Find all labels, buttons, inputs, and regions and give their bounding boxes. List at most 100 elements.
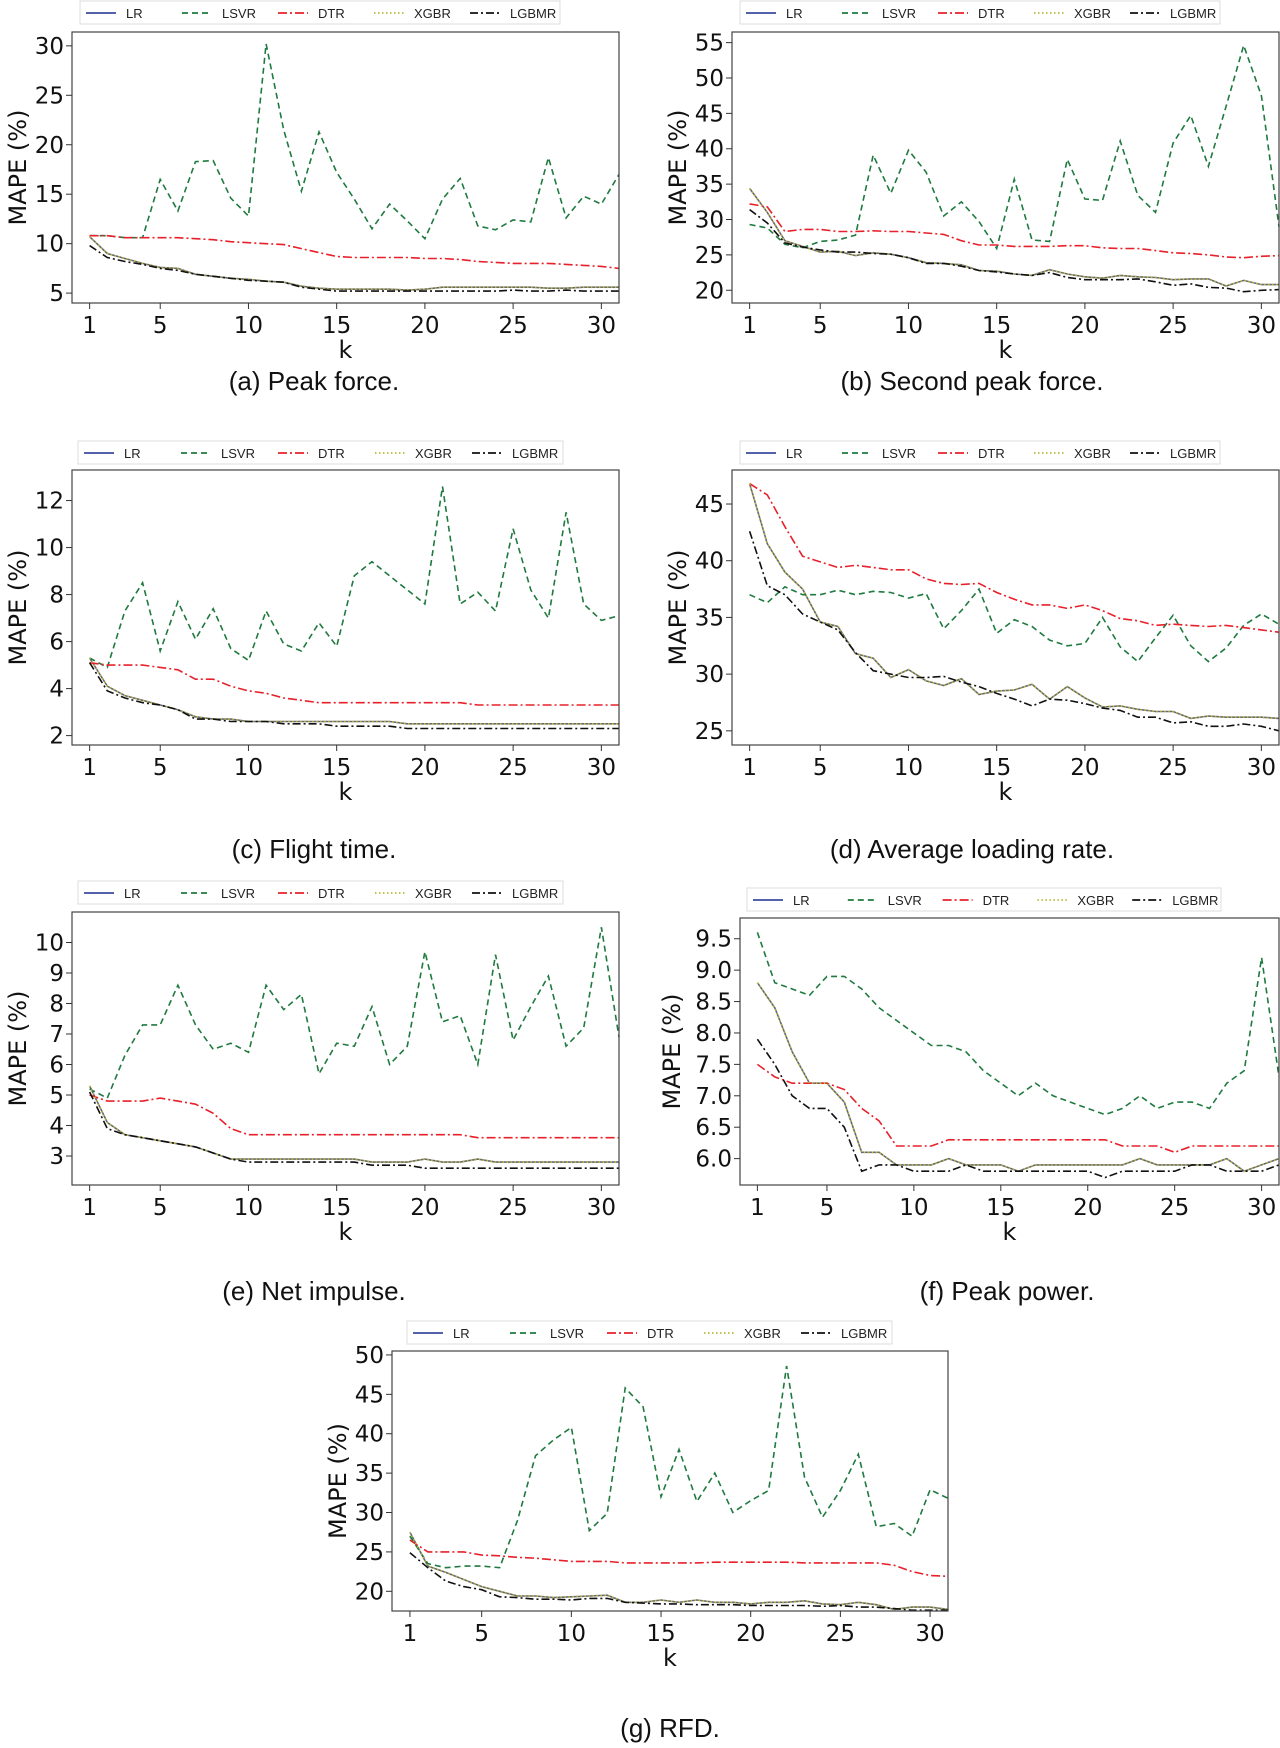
series-line-lsvr	[89, 927, 620, 1100]
legend-label-lsvr: LSVR	[882, 446, 916, 461]
legend-label-lsvr: LSVR	[888, 893, 922, 908]
y-tick-label: 30	[695, 662, 724, 688]
y-tick-label: 2	[49, 724, 64, 750]
y-tick-label: 9	[49, 961, 64, 987]
series-line-xgbr	[748, 187, 1279, 287]
legend-label-lr: LR	[793, 893, 810, 908]
x-tick-label: 30	[915, 1621, 944, 1647]
x-tick-label: 30	[587, 1195, 616, 1221]
legend-box	[77, 440, 564, 465]
series-line-dtr	[749, 482, 1280, 633]
series-line-dtr	[89, 234, 620, 270]
y-tick-label: 20	[35, 133, 64, 159]
legend-label-lgbmr: LGBMR	[1170, 6, 1216, 21]
y-axis-label: MAPE (%)	[324, 1423, 352, 1539]
x-tick-label: 25	[498, 313, 527, 339]
x-tick-label: 5	[813, 755, 828, 781]
y-tick-label: 5	[49, 281, 64, 307]
y-tick-label: 4	[49, 677, 64, 703]
x-tick-label: 20	[736, 1621, 765, 1647]
series-line-lr	[748, 483, 1280, 720]
legend-box	[77, 880, 564, 905]
x-tick-label: 20	[410, 755, 439, 781]
x-tick-label: 20	[1070, 755, 1099, 781]
y-tick-label: 8	[49, 583, 64, 609]
x-tick-label: 5	[153, 755, 168, 781]
y-tick-label: 3	[49, 1144, 64, 1170]
legend-label-xgbr: XGBR	[415, 446, 452, 461]
series-line-lr	[89, 236, 619, 291]
legend-label-xgbr: XGBR	[415, 886, 452, 901]
legend-label-lsvr: LSVR	[550, 1326, 584, 1341]
x-tick-label: 25	[498, 755, 527, 781]
subplot-caption: (a) Peak force.	[229, 366, 400, 396]
series-line-lr	[748, 187, 1279, 287]
series-line-lgbmr	[88, 662, 619, 730]
x-tick-label: 1	[403, 1621, 418, 1647]
y-tick-label: 10	[35, 931, 64, 957]
x-axis-label: k	[339, 336, 353, 364]
y-tick-label: 45	[355, 1382, 384, 1408]
x-tick-label: 20	[1073, 1195, 1102, 1221]
y-tick-label: 40	[695, 549, 724, 575]
x-axis-label: k	[339, 778, 353, 806]
x-tick-label: 5	[153, 1195, 168, 1221]
series-line-xgbr	[88, 657, 619, 725]
legend-label-lgbmr: LGBMR	[512, 886, 558, 901]
x-tick-label: 1	[82, 755, 97, 781]
y-tick-label: 6	[49, 630, 64, 656]
legend-label-lsvr: LSVR	[882, 6, 916, 21]
y-tick-label: 7	[49, 1022, 64, 1048]
series-line-lr	[756, 982, 1280, 1173]
y-tick-label: 9.0	[695, 958, 732, 984]
y-tick-label: 30	[35, 34, 64, 60]
legend-label-dtr: DTR	[983, 893, 1010, 908]
subplot-caption: (g) RFD.	[620, 1713, 720, 1743]
x-tick-label: 10	[234, 1195, 263, 1221]
legend-box	[79, 0, 561, 25]
legend-label-xgbr: XGBR	[1074, 446, 1111, 461]
legend-label-lsvr: LSVR	[221, 886, 255, 901]
x-tick-label: 20	[1070, 313, 1099, 339]
x-axis-label: k	[663, 1644, 677, 1672]
legend-label-xgbr: XGBR	[744, 1326, 781, 1341]
x-tick-label: 10	[234, 313, 263, 339]
y-tick-label: 35	[355, 1461, 384, 1487]
x-tick-label: 10	[234, 755, 263, 781]
series-line-xgbr	[89, 236, 619, 291]
y-tick-label: 10	[35, 536, 64, 562]
legend-label-lgbmr: LGBMR	[1170, 446, 1216, 461]
x-tick-label: 10	[899, 1195, 928, 1221]
legend-label-lr: LR	[126, 6, 143, 21]
y-tick-label: 12	[35, 489, 64, 515]
legend-label-dtr: DTR	[318, 446, 345, 461]
series-line-dtr	[89, 661, 619, 706]
x-tick-label: 20	[410, 313, 439, 339]
x-tick-label: 25	[1158, 313, 1187, 339]
y-tick-label: 30	[695, 208, 724, 234]
y-tick-label: 10	[35, 232, 64, 258]
y-axis-label: MAPE (%)	[4, 550, 32, 666]
x-tick-label: 15	[982, 313, 1011, 339]
series-line-dtr	[89, 1094, 619, 1139]
y-tick-label: 7.0	[695, 1084, 732, 1110]
y-tick-label: 8	[49, 992, 64, 1018]
x-tick-label: 15	[646, 1621, 675, 1647]
x-tick-label: 30	[1247, 1195, 1276, 1221]
legend-label-dtr: DTR	[318, 886, 345, 901]
series-line-dtr	[756, 1063, 1279, 1154]
plot-frame	[731, 31, 1280, 304]
y-tick-label: 25	[695, 243, 724, 269]
subplot-caption: (d) Average loading rate.	[830, 834, 1114, 864]
series-line-xgbr	[88, 1085, 619, 1163]
legend-box	[406, 1320, 893, 1345]
legend-label-lsvr: LSVR	[221, 446, 255, 461]
y-tick-label: 20	[695, 278, 724, 304]
x-tick-label: 30	[1247, 313, 1276, 339]
series-line-dtr	[749, 203, 1280, 259]
